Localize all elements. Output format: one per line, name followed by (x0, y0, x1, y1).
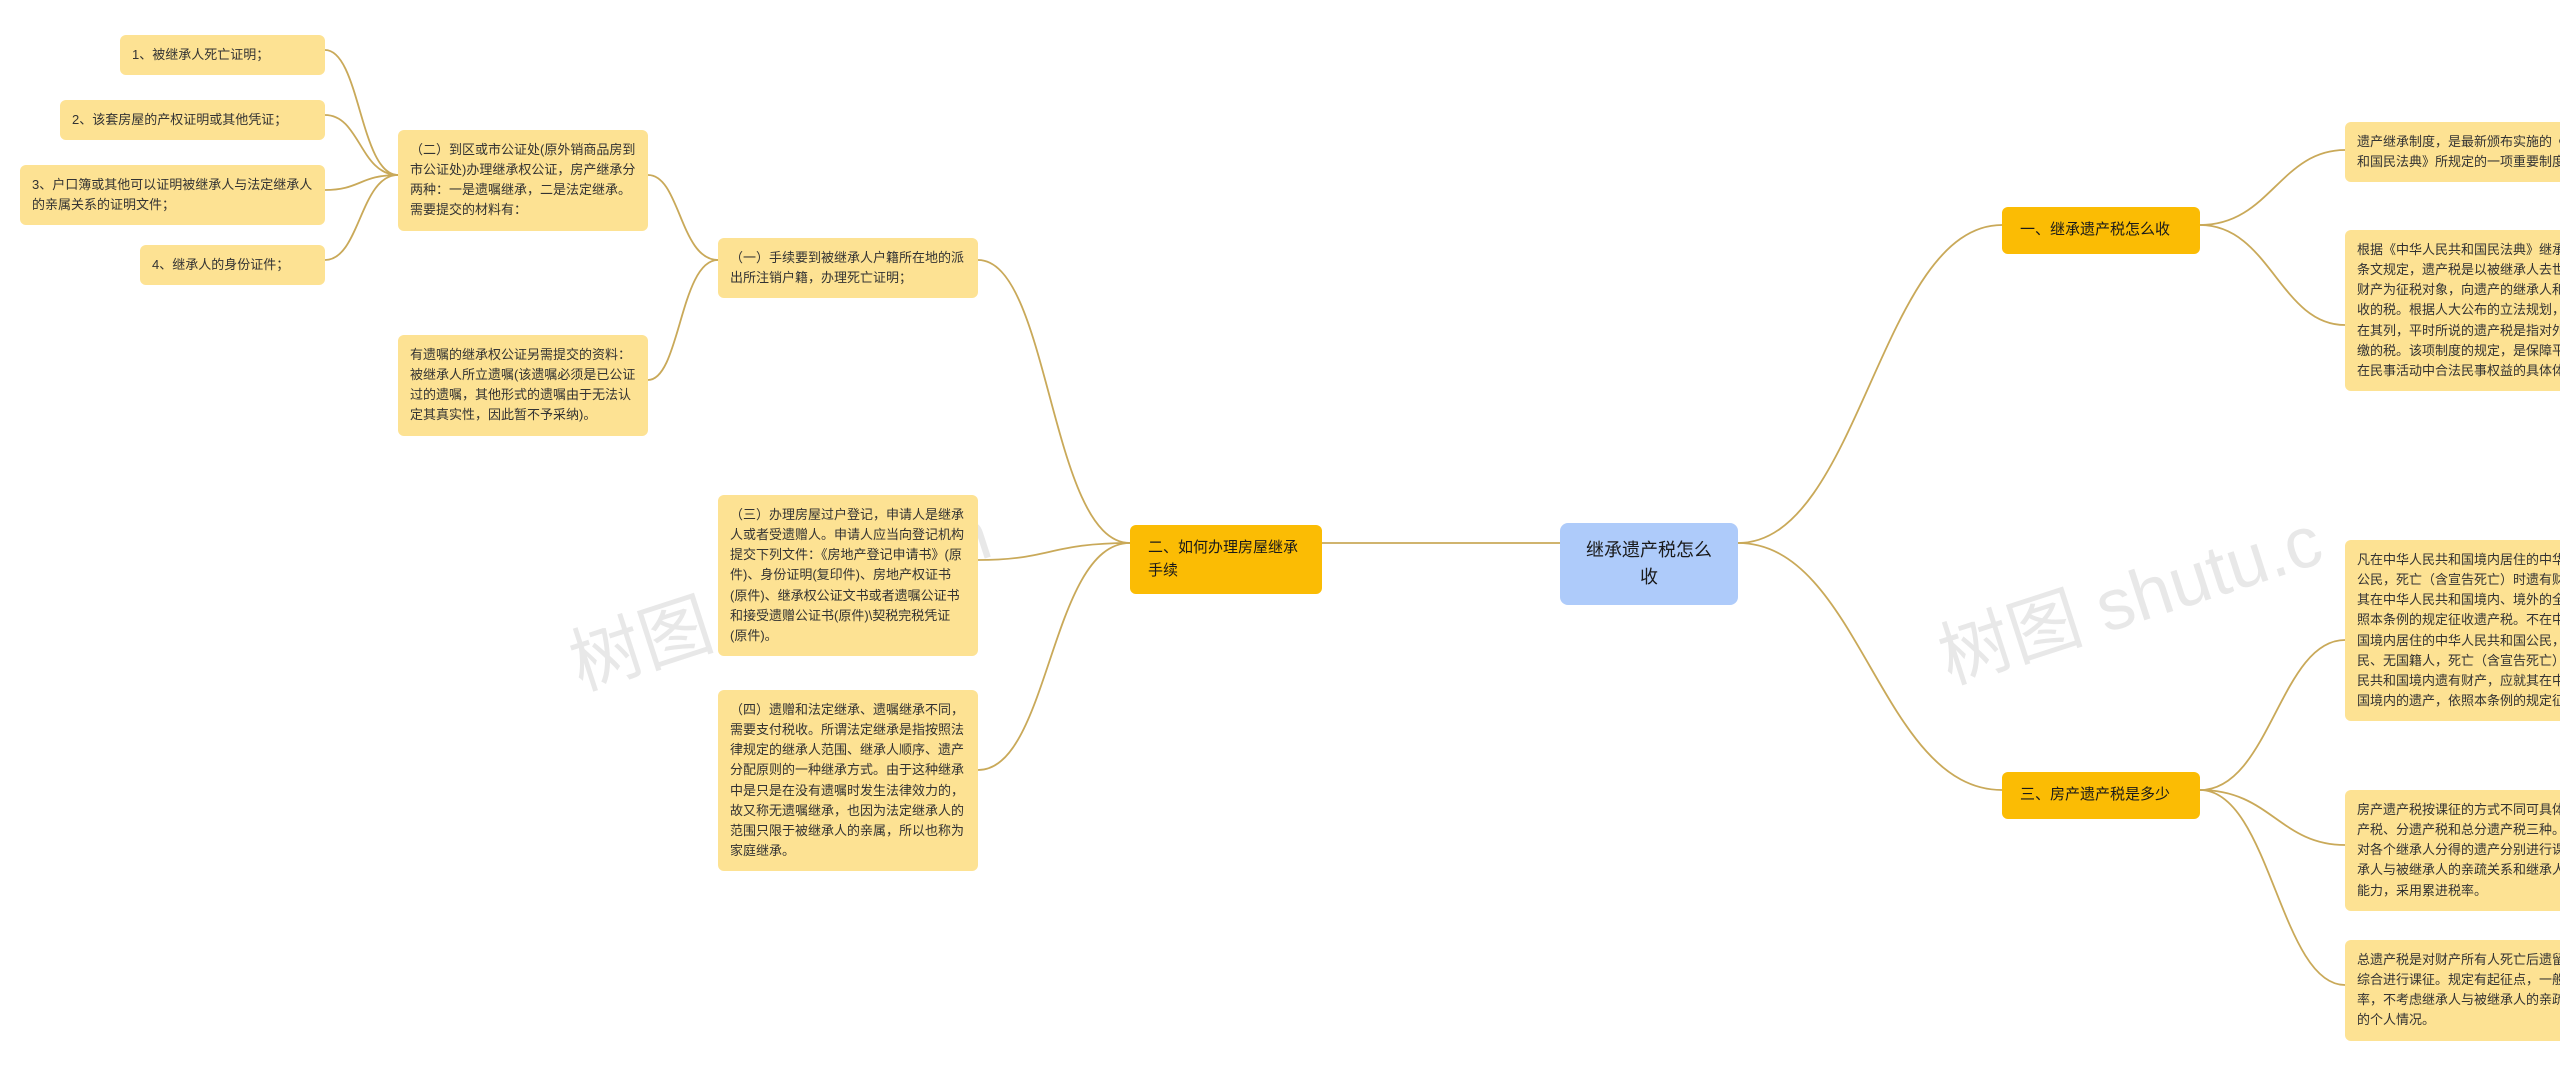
mindmap-root: 继承遗产税怎么收 (1560, 523, 1738, 605)
branch-property-tax-amount: 三、房产遗产税是多少 (2002, 772, 2200, 819)
leaf-node: 1、被继承人死亡证明； (120, 35, 325, 75)
branch-house-inherit-procedure: 二、如何办理房屋继承手续 (1130, 525, 1322, 594)
leaf-node: 有遗嘱的继承权公证另需提交的资料：被继承人所立遗嘱(该遗嘱必须是已公证过的遗嘱，… (398, 335, 648, 436)
leaf-node: 4、继承人的身份证件； (140, 245, 325, 285)
branch-inheritance-tax-how: 一、继承遗产税怎么收 (2002, 207, 2200, 254)
leaf-node: 凡在中华人民共和国境内居住的中华人民共和国公民，死亡（含宣告死亡）时遗有财产者，… (2345, 540, 2560, 721)
leaf-node: 遗产继承制度，是最新颁布实施的《中华人民共和国民法典》所规定的一项重要制度之一。 (2345, 122, 2560, 182)
leaf-node: 房产遗产税按课征的方式不同可具体划分为总遗产税、分遗产税和总分遗产税三种。分遗产… (2345, 790, 2560, 911)
leaf-node: （四）遗赠和法定继承、遗嘱继承不同，需要支付税收。所谓法定继承是指按照法律规定的… (718, 690, 978, 871)
leaf-node: 根据《中华人民共和国民法典》继承编相关法律条文规定，遗产税是以被继承人去世后所遗… (2345, 230, 2560, 391)
leaf-node: 总遗产税是对财产所有人死亡后遗留的财产总额综合进行课征。规定有起征点，一般采用累… (2345, 940, 2560, 1041)
leaf-node: 2、该套房屋的产权证明或其他凭证； (60, 100, 325, 140)
leaf-node: （一）手续要到被继承人户籍所在地的派出所注销户籍，办理死亡证明； (718, 238, 978, 298)
leaf-node: （二）到区或市公证处(原外销商品房到市公证处)办理继承权公证，房产继承分两种：一… (398, 130, 648, 231)
watermark: 树图 shutu.c (1923, 481, 2332, 703)
leaf-node: 3、户口簿或其他可以证明被继承人与法定继承人的亲属关系的证明文件； (20, 165, 325, 225)
leaf-node: （三）办理房屋过户登记，申请人是继承人或者受遗赠人。申请人应当向登记机构提交下列… (718, 495, 978, 656)
